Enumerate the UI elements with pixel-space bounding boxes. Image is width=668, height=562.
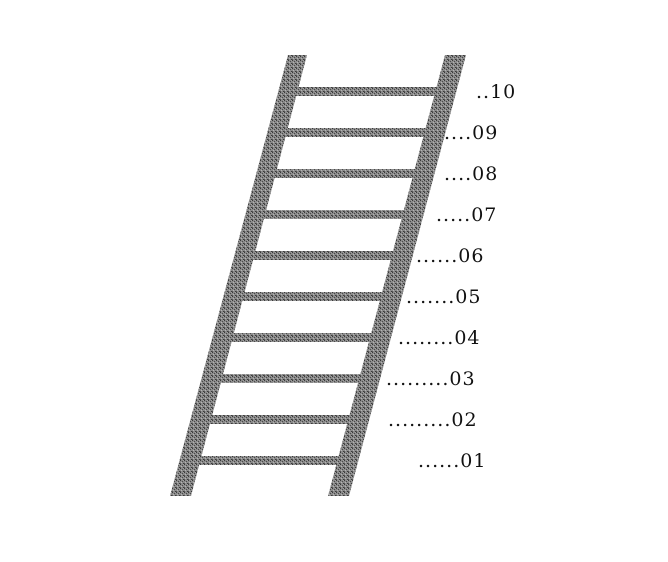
- ladder-rung-08: [267, 169, 425, 178]
- rung-label-07: .....07: [436, 204, 497, 226]
- ladder-rung-09: [278, 128, 436, 137]
- rung-label-09: ....09: [444, 122, 498, 144]
- rung-label-10: ..10: [476, 81, 516, 103]
- rung-label-08: ....08: [444, 163, 498, 185]
- rung-label-01: ......01: [418, 450, 486, 472]
- rung-label-03: .........03: [386, 368, 476, 390]
- rung-label-04: ........04: [398, 327, 481, 349]
- rung-label-06: ......06: [416, 245, 484, 267]
- ladder-rung-10: [289, 87, 446, 96]
- ladder-rung-06: [245, 251, 403, 260]
- ladder-rung-01: [190, 456, 348, 465]
- ladder-left-rail: [170, 55, 307, 496]
- rung-label-02: .........02: [388, 409, 478, 431]
- rung-label-05: .......05: [406, 286, 481, 308]
- ladder-rung-04: [223, 333, 381, 342]
- ladder-rung-07: [256, 210, 414, 219]
- ladder-rung-03: [212, 374, 370, 383]
- ladder-rung-02: [201, 415, 359, 424]
- ladder-rung-05: [234, 292, 392, 301]
